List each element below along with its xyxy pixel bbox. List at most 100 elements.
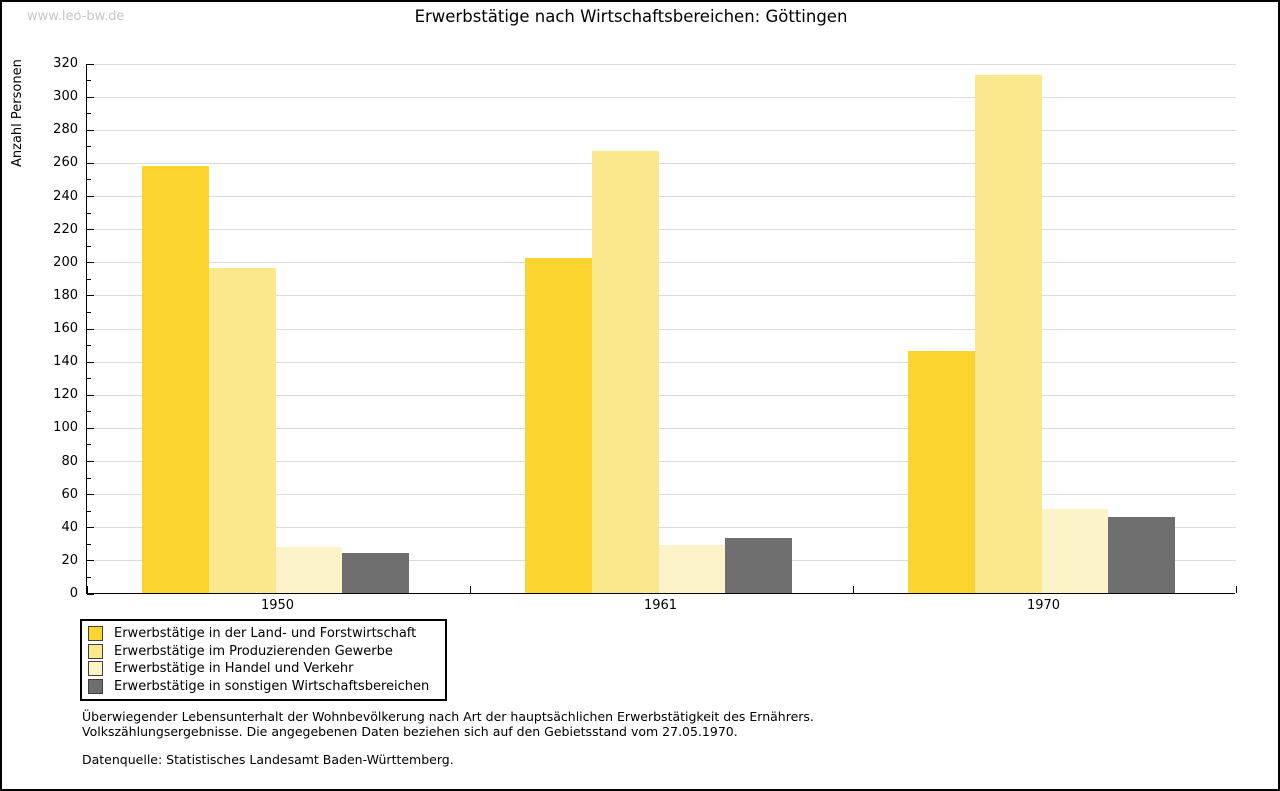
- y-tick: [87, 96, 94, 98]
- gridline: [87, 196, 1236, 197]
- y-tick-label: 40: [61, 519, 78, 535]
- x-category-label: 1961: [643, 598, 678, 613]
- gridline: [87, 96, 1236, 98]
- x-category-label: 1950: [260, 598, 295, 613]
- y-tick-label: 140: [53, 354, 78, 370]
- y-tick-label: 180: [53, 287, 78, 303]
- bar: [591, 150, 659, 593]
- y-minor-tick: [87, 576, 91, 578]
- y-tick: [87, 427, 94, 429]
- chart-title: Erwerbstätige nach Wirtschaftsbereichen:…: [414, 7, 848, 26]
- y-minor-tick: [87, 179, 91, 181]
- legend-item-label: Erwerbstätige in sonstigen Wirtschaftsbe…: [114, 678, 430, 694]
- legend-item: Erwerbstätige im Produzierenden Gewerbe: [88, 643, 439, 661]
- legend-item-label: Erwerbstätige in der Land- und Forstwirt…: [114, 626, 417, 642]
- legend-item-label: Erwerbstätige in Handel und Verkehr: [114, 661, 354, 677]
- bar: [275, 546, 343, 593]
- y-tick: [87, 162, 94, 164]
- y-minor-tick: [87, 245, 91, 247]
- y-tick-label: 240: [53, 188, 78, 204]
- gridline: [87, 295, 1236, 297]
- y-minor-tick: [87, 146, 91, 148]
- gridline: [87, 262, 1236, 264]
- plot-area: [86, 63, 1237, 595]
- bar: [658, 544, 726, 593]
- y-tick-label: 200: [53, 254, 78, 270]
- y-tick-label: 320: [53, 56, 78, 71]
- y-tick: [87, 63, 94, 65]
- x-tick: [1235, 586, 1237, 593]
- watermark: www.leo-bw.de: [27, 9, 125, 24]
- y-tick: [87, 494, 94, 496]
- bar: [142, 165, 209, 593]
- y-minor-tick: [87, 345, 91, 347]
- x-tick: [86, 586, 88, 593]
- bar: [908, 351, 975, 593]
- y-minor-tick: [87, 510, 91, 512]
- y-minor-tick: [87, 80, 91, 82]
- legend-swatch: [88, 678, 103, 694]
- y-tick-label: 0: [69, 586, 78, 601]
- x-category-label: 1970: [1026, 598, 1061, 613]
- legend-swatch: [88, 626, 103, 642]
- y-minor-tick: [87, 378, 91, 380]
- footnote-line2: Volkszählungsergebnisse. Die angegebenen…: [82, 723, 738, 739]
- y-tick-label: 220: [53, 221, 78, 237]
- gridline: [87, 394, 1236, 396]
- y-tick-label: 80: [61, 453, 78, 469]
- bar: [1108, 516, 1175, 593]
- y-tick-label: 120: [53, 387, 78, 403]
- y-tick-label: 300: [53, 89, 78, 105]
- legend-swatch: [88, 643, 103, 659]
- y-tick: [87, 129, 94, 131]
- y-axis-title: Anzahl Personen: [10, 59, 25, 167]
- x-tick: [469, 586, 471, 593]
- gridline: [87, 63, 1236, 65]
- bar: [725, 538, 792, 593]
- y-tick: [87, 361, 94, 363]
- y-tick-label: 20: [61, 552, 78, 568]
- footnote-line1: Überwiegender Lebensunterhalt der Wohnbe…: [82, 709, 814, 724]
- legend-swatch: [88, 661, 103, 677]
- y-tick: [87, 262, 94, 264]
- gridline: [87, 229, 1236, 231]
- y-minor-tick: [87, 411, 91, 413]
- datasource-note: Datenquelle: Statistisches Landesamt Bad…: [82, 752, 454, 767]
- legend-item: Erwerbstätige in Handel und Verkehr: [88, 660, 439, 678]
- gridline: [87, 494, 1236, 496]
- y-tick: [87, 328, 94, 330]
- gridline: [87, 162, 1236, 164]
- y-minor-tick: [87, 278, 91, 280]
- y-tick: [87, 394, 94, 396]
- y-tick: [87, 593, 94, 595]
- y-tick: [87, 229, 94, 231]
- bar: [974, 74, 1042, 593]
- x-tick: [852, 586, 854, 593]
- bar: [342, 553, 409, 593]
- y-minor-tick: [87, 543, 91, 545]
- gridline: [87, 461, 1236, 462]
- gridline: [87, 427, 1236, 429]
- y-minor-tick: [87, 212, 91, 214]
- y-tick-label: 160: [53, 321, 78, 336]
- gridline: [87, 527, 1236, 529]
- y-tick: [87, 295, 94, 297]
- y-minor-tick: [87, 311, 91, 313]
- y-tick-label: 280: [53, 122, 78, 138]
- legend-item: Erwerbstätige in der Land- und Forstwirt…: [88, 625, 439, 643]
- gridline: [87, 361, 1236, 363]
- bar: [208, 268, 276, 593]
- y-tick: [87, 527, 94, 529]
- y-tick-label: 100: [53, 420, 78, 436]
- legend: Erwerbstätige in der Land- und Forstwirt…: [80, 619, 447, 701]
- y-minor-tick: [87, 113, 91, 115]
- gridline: [87, 328, 1236, 330]
- y-tick: [87, 461, 94, 462]
- gridline: [87, 129, 1236, 131]
- y-tick-label: 260: [53, 155, 78, 171]
- bar: [1041, 508, 1109, 593]
- legend-item-label: Erwerbstätige im Produzierenden Gewerbe: [114, 643, 393, 659]
- y-minor-tick: [87, 444, 91, 446]
- y-minor-tick: [87, 477, 91, 479]
